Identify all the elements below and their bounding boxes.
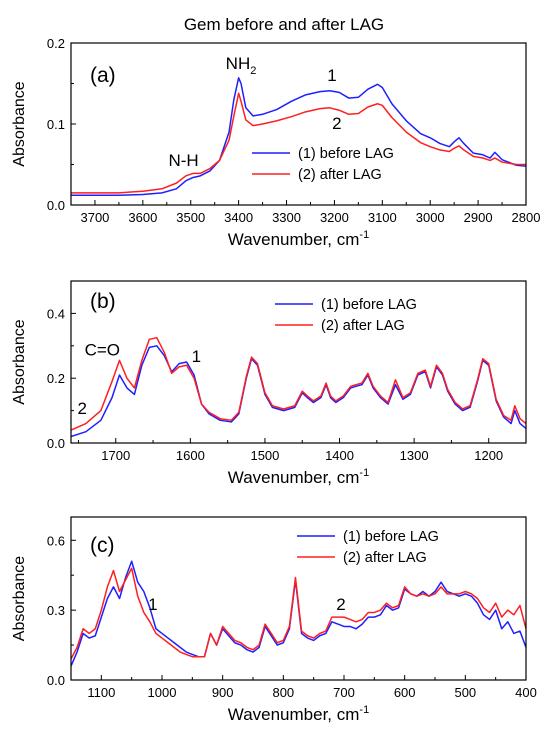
annotation: C=O [85, 341, 120, 360]
x-tick-label: 1100 [87, 685, 115, 700]
x-tick-label: 1500 [250, 448, 279, 463]
x-tick-label: 700 [333, 685, 355, 700]
x-tick-label: 900 [212, 685, 234, 700]
y-tick-label: 0.1 [47, 117, 65, 132]
x-tick-label: 3300 [272, 210, 301, 225]
series-line-2 [71, 338, 526, 430]
series-line-1 [71, 346, 526, 437]
y-tick-label: 0.3 [47, 603, 65, 618]
y-tick-label: 0.0 [47, 436, 65, 451]
series-line-2 [71, 568, 526, 659]
legend-label: (1) before LAG [298, 146, 394, 162]
x-tick-label: 600 [394, 685, 416, 700]
x-axis-label: Wavenumber, cm-1 [228, 704, 369, 724]
annotation: 2 [336, 595, 345, 614]
legend-label: (2) after LAG [298, 167, 382, 183]
y-axis-label: Absorbance [11, 556, 28, 641]
x-tick-label: 3600 [128, 210, 157, 225]
y-tick-label: 0.6 [47, 533, 65, 548]
x-tick-label: 800 [272, 685, 294, 700]
x-tick-label: 2800 [512, 210, 541, 225]
y-tick-label: 0.0 [47, 673, 65, 688]
x-tick-label: 3400 [224, 210, 253, 225]
x-tick-label: 3100 [368, 210, 397, 225]
legend-label: (2) after LAG [321, 318, 405, 334]
x-tick-label: 1300 [400, 448, 429, 463]
x-axis-label: Wavenumber, cm-1 [228, 467, 369, 487]
annotation: 2 [77, 399, 86, 418]
annotation: 2 [332, 114, 341, 133]
annotation: N-H [168, 151, 198, 170]
x-tick-label: 3000 [416, 210, 445, 225]
panel-0: 3700 3600 3500 3400 3300 3200 3100 3000 2900 2800… [11, 36, 540, 249]
x-tick-label: 1200 [474, 448, 503, 463]
panel-label: (a) [90, 64, 116, 87]
x-tick-label: 500 [454, 685, 476, 700]
y-tick-label: 0.2 [47, 371, 65, 386]
series-line-1 [71, 561, 526, 666]
plot-frame [71, 281, 526, 443]
x-tick-label: 400 [515, 685, 537, 700]
y-tick-label: 0.0 [47, 198, 65, 213]
annotation: 1 [192, 347, 201, 366]
panel-1: 1700 1600 1500 1400 1300 1200 0.0 0.2 0.4 Wavenum… [11, 281, 526, 487]
y-axis-label: Absorbance [11, 81, 28, 166]
x-tick-label: 1000 [148, 685, 177, 700]
x-axis-label: Wavenumber, cm-1 [228, 229, 369, 249]
x-tick-label: 1400 [325, 448, 354, 463]
x-tick-label: 3500 [176, 210, 205, 225]
annotation: 1 [148, 595, 157, 614]
annotation: 1 [327, 66, 336, 85]
x-tick-label: 3200 [320, 210, 349, 225]
annotation: NH2 [226, 54, 257, 77]
panel-label: (b) [90, 290, 116, 313]
panel-label: (c) [90, 534, 115, 557]
legend-label: (2) after LAG [343, 550, 427, 566]
x-tick-label: 3700 [80, 210, 109, 225]
y-axis-label: Absorbance [11, 319, 28, 404]
x-tick-label: 2900 [464, 210, 493, 225]
x-tick-label: 1700 [101, 448, 130, 463]
legend-label: (1) before LAG [343, 529, 439, 545]
figure-title: Gem before and after LAG [184, 15, 384, 34]
legend-label: (1) before LAG [321, 297, 417, 313]
panel-2: 1100 1000 900 800 700 600 500 400 0.0 0.3 0.6 Waven… [11, 517, 537, 724]
x-tick-label: 1600 [176, 448, 205, 463]
y-tick-label: 0.2 [47, 36, 65, 51]
y-tick-label: 0.4 [47, 306, 65, 321]
